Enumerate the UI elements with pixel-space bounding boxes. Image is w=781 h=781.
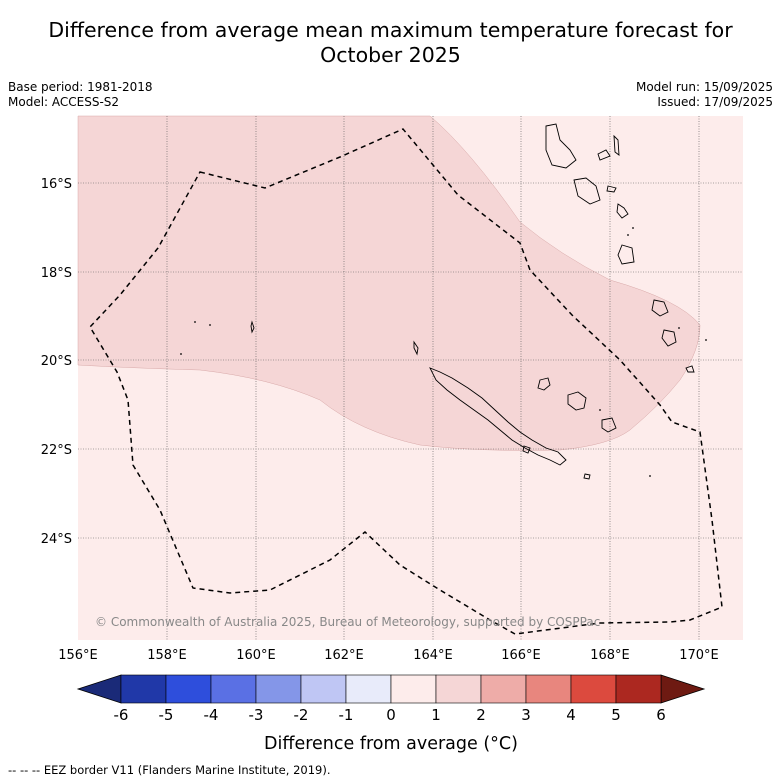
lat-tick: 18°S [41,266,72,281]
small-islets [180,227,707,477]
lon-tick: 166°E [501,648,541,663]
colorbar-segment [210,674,257,704]
colorbar-tick-label: -2 [294,706,309,724]
eez-footnote: -- -- -- EEZ border V11 (Flanders Marine… [8,763,331,777]
new-caledonia-mainland [429,367,567,466]
colorbar-tick-label: 3 [521,706,531,724]
colorbar: -6 -5 -4 -3 -2 -1 0 1 2 3 4 5 6 Difference from aver… [76,674,706,754]
lon-axis: 156°E 158°E 160°E 162°E 164°E 166°E 168°… [58,648,719,663]
ambrym [606,185,617,193]
efate [617,244,635,265]
gridlines [78,116,743,640]
lat-tick: 22°S [41,443,72,458]
colorbar-tick-label: -5 [159,706,174,724]
copyright-notice: © Commonwealth of Australia 2025, Bureau… [95,615,600,629]
colorbar-segment [255,674,302,704]
mare [601,417,617,433]
colorbar-under-triangle [76,674,122,704]
colorbar-tick-label: 0 [386,706,396,724]
colorbar-over-triangle [660,674,706,704]
erromango [651,299,669,317]
lon-tick: 160°E [236,648,276,663]
lifou [567,391,587,411]
aneityum [685,365,695,373]
walpole [583,473,591,480]
colorbar-segment [525,674,572,704]
eez-border [89,128,723,635]
lon-tick: 164°E [413,648,453,663]
chart-title: Difference from average mean maximum tem… [0,18,781,68]
colorbar-segment [165,674,212,704]
chesterfield-reef [250,320,255,334]
lat-tick: 20°S [41,354,72,369]
lat-axis: 16°S 18°S 20°S 22°S 24°S [41,177,72,547]
meta-right: Model run: 15/09/2025 Issued: 17/09/2025 [636,80,773,110]
pentecost [597,149,611,161]
colorbar-tick-label: 5 [611,706,621,724]
colorbar-segment [615,674,662,704]
model-name: Model: ACCESS-S2 [8,95,120,109]
lat-tick: 16°S [41,177,72,192]
title-line-1: Difference from average mean maximum tem… [48,18,733,42]
colorbar-tick-label: 2 [476,706,486,724]
title-line-2: October 2025 [320,43,461,67]
colorbar-segment [435,674,482,704]
colorbar-segment [120,674,167,704]
lon-tick: 156°E [58,648,98,663]
tanna [661,329,677,347]
lat-tick: 24°S [41,532,72,547]
epi-islands [616,203,629,219]
belep-islands [413,340,419,356]
colorbar-label: Difference from average (°C) [264,734,518,754]
colorbar-segment [390,674,437,704]
colorbar-tick-label: -1 [339,706,354,724]
lon-tick: 168°E [590,648,630,663]
ouvea [537,377,551,391]
base-period: Base period: 1981-2018 [8,80,153,94]
lon-tick: 158°E [147,648,187,663]
colorbar-tick-label: -3 [249,706,264,724]
colorbar-segment [300,674,347,704]
meta-left: Base period: 1981-2018 Model: ACCESS-S2 [8,80,153,110]
maewo [613,134,620,156]
colorbar-tick-label: 1 [431,706,441,724]
colorbar-segment [570,674,617,704]
model-run: Model run: 15/09/2025 [635,80,773,94]
colorbar-segment [480,674,527,704]
colorbar-segment [345,674,392,704]
colorbar-tick-label: -4 [204,706,219,724]
anomaly-zone-1-2 [77,115,701,451]
map-panel: © Commonwealth of Australia 2025, Bureau… [77,115,743,640]
lon-tick: 170°E [679,648,719,663]
isle-of-pines [522,445,531,454]
colorbar-tick-label: 6 [656,706,666,724]
colorbar-tick-label: -6 [114,706,129,724]
lon-tick: 162°E [324,648,364,663]
malakula [573,177,601,205]
issued-date: Issued: 17/09/2025 [657,95,773,109]
coastlines [250,123,695,480]
colorbar-tick-label: 4 [566,706,576,724]
espiritu-santo [545,123,577,169]
